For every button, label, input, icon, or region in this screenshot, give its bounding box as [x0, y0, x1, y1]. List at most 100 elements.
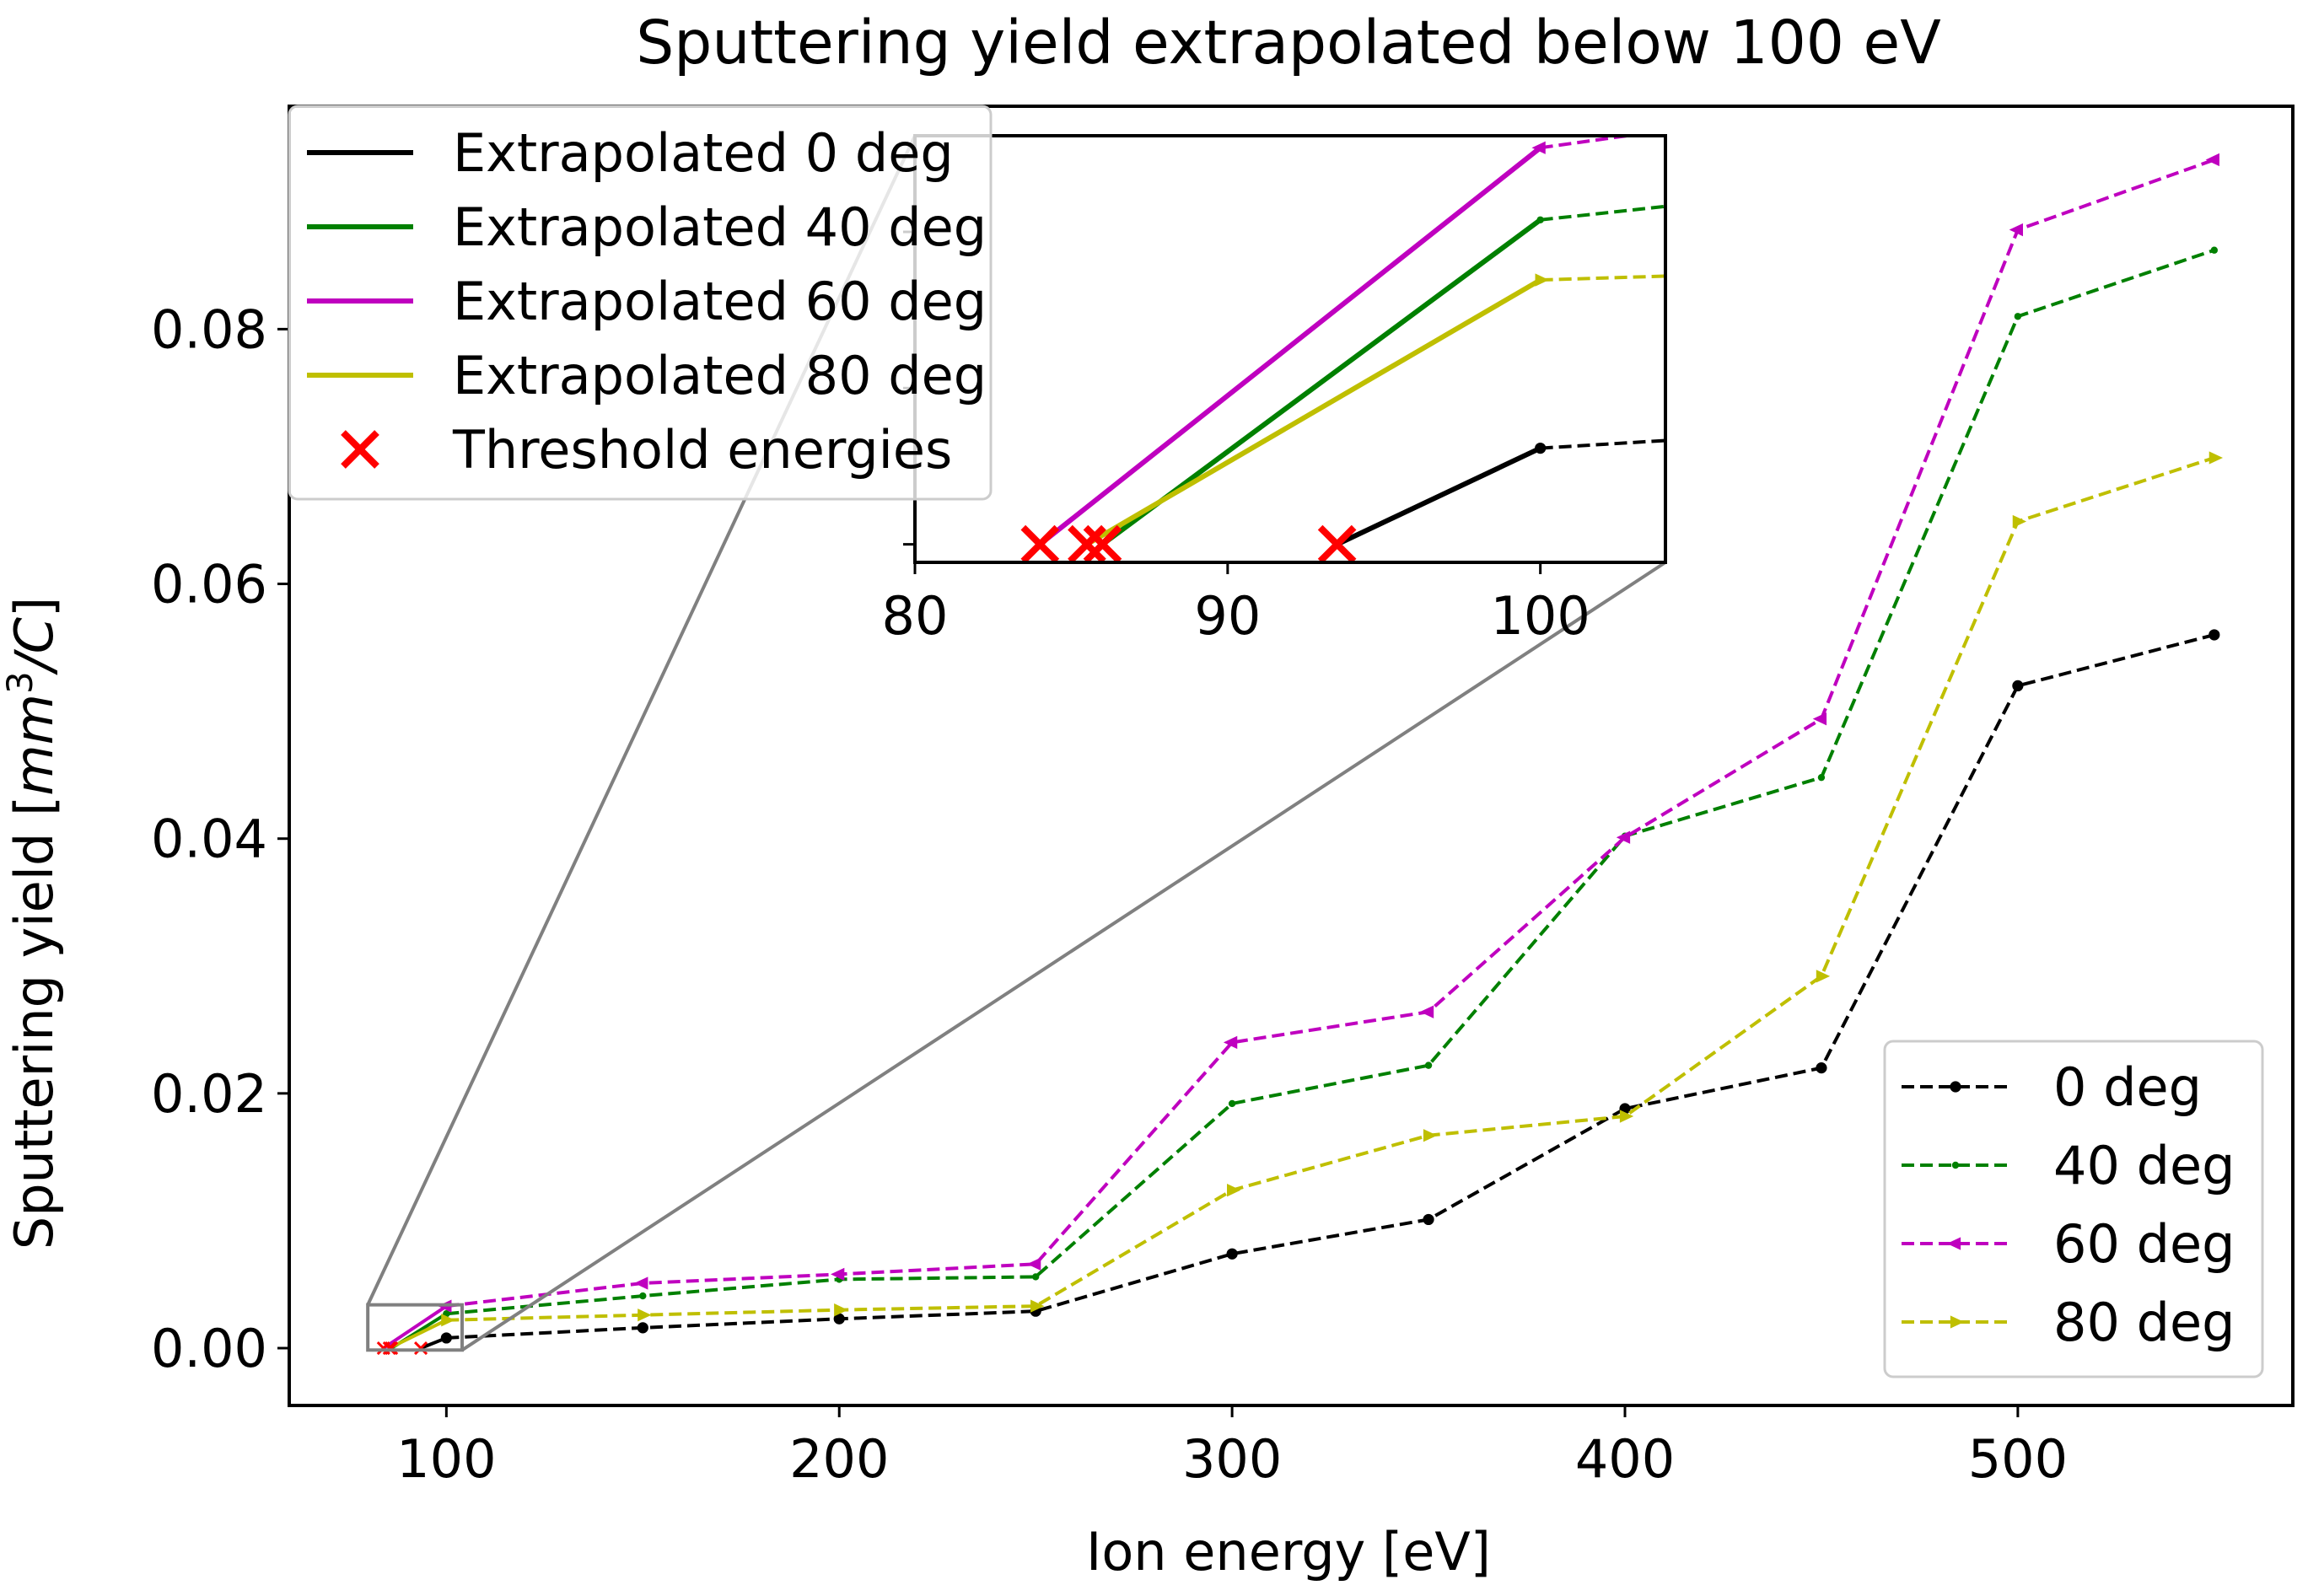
main-marker-60-deg-300	[1223, 1035, 1238, 1050]
inset-threshold-marker-1	[1083, 524, 1122, 562]
inset-x-tick-label-80: 80	[882, 585, 949, 647]
main-marker-80-deg-450	[1816, 970, 1831, 983]
legend-label-extrapolated-0-deg: Extrapolated 0 deg	[453, 122, 954, 184]
main-marker-40-deg-350	[1424, 1061, 1433, 1069]
zoom-connector-lower	[460, 561, 1667, 1351]
main-threshold-marker-3-stroke-b	[382, 1341, 396, 1356]
x-tick-label-300: 300	[1182, 1428, 1282, 1490]
main-marker-80-deg-150	[638, 1309, 652, 1322]
main-line-60-deg	[446, 158, 2215, 1309]
legend-handle-marker-80-deg	[1950, 1315, 1965, 1329]
main-axes: 100 200 300 400 500 0.00 0.02 0.04 0.06 0.08	[151, 105, 2295, 1490]
x-tick-label-400: 400	[1575, 1428, 1675, 1490]
inset-marker-0-deg-100	[1535, 442, 1547, 454]
y-tick-label-4: 0.08	[151, 298, 267, 360]
main-marker-60-deg-550	[2205, 153, 2219, 167]
main-line-extrapolated-60-deg	[382, 1304, 448, 1350]
main-marker-60-deg-450	[1812, 712, 1827, 726]
main-marker-80-deg-200	[834, 1303, 848, 1317]
main-marker-60-deg-500	[2009, 223, 2024, 237]
main-marker-0-deg-200	[833, 1313, 845, 1325]
inset-threshold-marker-2	[1020, 524, 1060, 562]
y-axis-label-prefix: Sputtering yield [	[3, 796, 65, 1249]
main-marker-60-deg-250	[1026, 1257, 1041, 1271]
main-x-ticks: 100 200 300 400 500	[396, 1405, 2068, 1490]
legend-label-threshold-energies: Threshold energies	[452, 419, 952, 481]
main-line-40-deg	[446, 248, 2215, 1316]
inset-line-extrapolated-0-deg	[1336, 445, 1541, 547]
x-axis-label: Ion energy [eV]	[1086, 1521, 1491, 1583]
inset-threshold-marker-0	[1317, 524, 1357, 562]
legend-handle-marker-60-deg	[1946, 1237, 1961, 1250]
main-marker-0-deg-150	[637, 1322, 648, 1334]
inset-marker-60-deg-100	[1531, 141, 1546, 154]
inset-marker-40-deg-100	[1536, 216, 1544, 223]
inset-x-ticks: 80 90 100	[882, 562, 1590, 647]
legend-label-extrapolated-80-deg: Extrapolated 80 deg	[453, 345, 987, 406]
x-tick-label-100: 100	[396, 1428, 496, 1490]
main-threshold-marker-0-stroke-b	[414, 1341, 428, 1356]
main-marker-60-deg-350	[1419, 1005, 1434, 1018]
main-marker-0-deg-500	[2012, 680, 2024, 692]
main-marker-40-deg-550	[2210, 246, 2219, 254]
inset-line-extrapolated-80-deg	[1085, 277, 1542, 547]
main-marker-80-deg-250	[1030, 1299, 1045, 1313]
y-tick-label-3: 0.06	[151, 554, 267, 615]
legend-label-extrapolated-60-deg: Extrapolated 60 deg	[453, 271, 987, 332]
legend-label-extrapolated-40-deg: Extrapolated 40 deg	[453, 196, 987, 258]
legend-handle-marker-0-deg	[1950, 1081, 1961, 1093]
main-marker-0-deg-450	[1816, 1062, 1827, 1074]
main-marker-80-deg-550	[2208, 451, 2224, 465]
legend-label-0-deg: 0 deg	[2053, 1056, 2202, 1118]
main-marker-60-deg-150	[634, 1276, 648, 1290]
inset-line-extrapolated-60-deg	[1038, 145, 1542, 546]
legend-handle-marker-40-deg	[1951, 1161, 1960, 1169]
x-tick-label-200: 200	[789, 1428, 889, 1490]
main-marker-40-deg-500	[2014, 313, 2022, 320]
main-line-extrapolated-80-deg	[388, 1318, 448, 1350]
zoom-region-box	[366, 1303, 464, 1352]
main-axes-frame	[288, 105, 2295, 1407]
main-marker-40-deg-300	[1228, 1099, 1236, 1108]
inset-threshold-marker-1-stroke-b	[1083, 524, 1122, 562]
main-threshold-marker-3	[382, 1341, 396, 1356]
main-series-layer	[376, 153, 2224, 1356]
y-axis-label-unit-denominator: /C	[3, 616, 65, 675]
inset-marker-80-deg-100	[1535, 273, 1549, 287]
legend-handle-threshold-energies-stroke-b	[341, 430, 379, 469]
inset-axes: 80 90 100	[882, 134, 1667, 647]
legend-extrapolated: Extrapolated 0 deg Extrapolated 40 deg Ext…	[288, 105, 993, 501]
x-tick-label-500: 500	[1968, 1428, 2068, 1490]
main-marker-80-deg-300	[1226, 1184, 1241, 1197]
main-marker-80-deg-350	[1423, 1129, 1438, 1142]
legend-label-60-deg: 60 deg	[2053, 1213, 2235, 1275]
y-axis-label-exponent: 3	[0, 671, 40, 694]
inset-x-tick-label-100: 100	[1490, 585, 1590, 647]
main-marker-0-deg-550	[2208, 629, 2220, 641]
main-marker-0-deg-100	[440, 1332, 452, 1344]
main-marker-80-deg-100	[441, 1314, 455, 1327]
main-threshold-marker-0	[414, 1341, 428, 1356]
main-line-80-deg	[446, 456, 2215, 1322]
chart-title: Sputtering yield extrapolated below 100 …	[636, 8, 1941, 78]
legend-extrapolated-box	[288, 105, 993, 501]
main-marker-80-deg-400	[1619, 1110, 1634, 1123]
y-tick-label-2: 0.04	[151, 809, 267, 870]
main-marker-80-deg-500	[2012, 514, 2027, 529]
main-marker-0-deg-350	[1423, 1213, 1434, 1226]
main-threshold-marker-2	[376, 1341, 390, 1356]
y-axis-label-close: ]	[3, 597, 65, 617]
main-threshold-marker-2-stroke-b	[376, 1341, 390, 1356]
inset-series-layer	[1020, 136, 1665, 562]
main-marker-0-deg-300	[1226, 1248, 1238, 1260]
legend-series: 0 deg 40 deg 60 deg 80 deg	[1883, 1040, 2264, 1378]
main-marker-40-deg-450	[1817, 773, 1826, 782]
main-marker-60-deg-200	[831, 1267, 845, 1282]
legend-handle-threshold-energies	[341, 430, 379, 469]
main-marker-40-deg-250	[1031, 1273, 1040, 1281]
y-tick-label-0: 0.00	[151, 1318, 267, 1379]
legend-label-40-deg: 40 deg	[2053, 1135, 2235, 1196]
inset-x-tick-label-90: 90	[1194, 585, 1261, 647]
y-axis-label-unit: mm	[3, 694, 65, 796]
main-marker-60-deg-400	[1616, 830, 1631, 844]
